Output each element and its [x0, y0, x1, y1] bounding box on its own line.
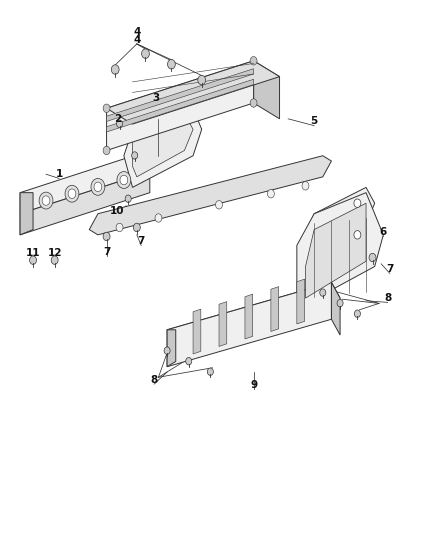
Circle shape	[42, 196, 50, 205]
Text: 9: 9	[250, 380, 257, 390]
Polygon shape	[305, 203, 366, 298]
Text: 7: 7	[138, 236, 145, 246]
Circle shape	[320, 289, 326, 296]
Polygon shape	[167, 330, 176, 367]
Text: 6: 6	[380, 227, 387, 237]
Polygon shape	[219, 302, 227, 346]
Text: 4: 4	[133, 27, 141, 37]
Circle shape	[168, 60, 175, 69]
Polygon shape	[20, 172, 150, 235]
Polygon shape	[106, 61, 254, 150]
Polygon shape	[193, 309, 201, 354]
Polygon shape	[106, 61, 279, 124]
Polygon shape	[20, 192, 33, 235]
Text: 12: 12	[47, 248, 62, 259]
Polygon shape	[297, 279, 304, 324]
Circle shape	[39, 192, 53, 209]
Polygon shape	[20, 150, 150, 214]
Circle shape	[103, 104, 110, 112]
Polygon shape	[254, 61, 279, 119]
Circle shape	[111, 64, 119, 74]
Circle shape	[250, 99, 257, 107]
Polygon shape	[167, 282, 340, 345]
Text: 8: 8	[151, 375, 158, 385]
Circle shape	[354, 199, 361, 207]
Text: 3: 3	[153, 93, 160, 103]
Polygon shape	[106, 69, 254, 122]
Circle shape	[141, 49, 149, 59]
Circle shape	[186, 358, 192, 365]
Circle shape	[132, 152, 138, 159]
Text: 4: 4	[133, 35, 141, 45]
Circle shape	[337, 300, 343, 307]
Polygon shape	[106, 79, 254, 132]
Polygon shape	[167, 282, 332, 367]
Text: 7: 7	[103, 247, 110, 257]
Circle shape	[94, 182, 102, 191]
Circle shape	[354, 310, 360, 317]
Circle shape	[103, 232, 110, 241]
Polygon shape	[124, 108, 202, 188]
Text: 10: 10	[110, 206, 125, 216]
Text: 2: 2	[114, 114, 121, 124]
Circle shape	[91, 179, 105, 195]
Text: 5: 5	[311, 116, 318, 126]
Circle shape	[125, 195, 131, 203]
Circle shape	[103, 146, 110, 155]
Circle shape	[134, 223, 140, 232]
Polygon shape	[133, 114, 193, 177]
Circle shape	[207, 368, 213, 375]
Polygon shape	[305, 188, 374, 251]
Circle shape	[117, 120, 123, 127]
Circle shape	[155, 214, 162, 222]
Circle shape	[164, 347, 170, 354]
Circle shape	[65, 185, 79, 202]
Text: 1: 1	[55, 169, 63, 179]
Polygon shape	[245, 294, 253, 339]
Polygon shape	[89, 156, 332, 235]
Circle shape	[68, 189, 76, 198]
Circle shape	[369, 253, 376, 262]
Circle shape	[198, 75, 205, 85]
Polygon shape	[271, 287, 279, 332]
Text: 7: 7	[386, 264, 393, 274]
Polygon shape	[297, 192, 383, 309]
Circle shape	[215, 200, 223, 209]
Circle shape	[302, 182, 309, 190]
Circle shape	[120, 175, 128, 185]
Text: 8: 8	[384, 293, 391, 303]
Circle shape	[51, 256, 58, 264]
Circle shape	[116, 223, 123, 232]
Circle shape	[354, 231, 361, 239]
Circle shape	[250, 56, 257, 65]
Circle shape	[268, 190, 274, 198]
Polygon shape	[332, 282, 340, 335]
Text: 11: 11	[26, 248, 40, 259]
Circle shape	[30, 256, 36, 264]
Circle shape	[117, 172, 131, 189]
